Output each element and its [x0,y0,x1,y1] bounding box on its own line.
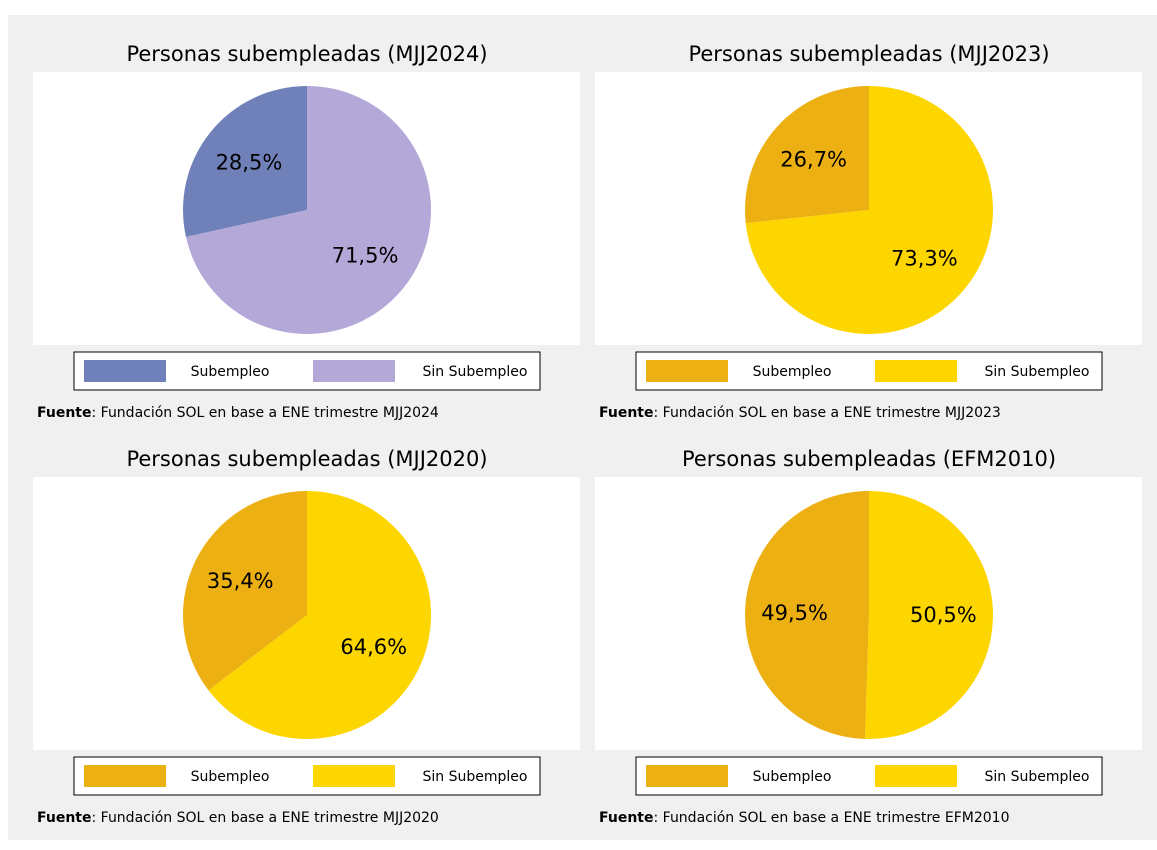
legend-swatch [313,360,395,382]
source-note: Fuente: Fundación SOL en base a ENE trim… [599,405,1001,421]
data-label: 50,5% [910,603,977,627]
pie-slice [183,86,307,238]
source-note: Fuente: Fundación SOL en base a ENE trim… [37,810,439,826]
legend-swatch [84,360,166,382]
source-label: Fuente [599,405,653,421]
legend-label: Subempleo [753,364,832,380]
source-text: : Fundación SOL en base a ENE trimestre … [91,810,438,826]
legend-label: Sin Subempleo [985,769,1090,785]
data-label: 49,5% [761,601,828,625]
legend-swatch [313,765,395,787]
legend-label: Subempleo [191,364,270,380]
legend-box [635,351,1103,391]
legend-label: Sin Subempleo [423,364,528,380]
pie-slice [744,491,869,739]
pie-slice [745,86,869,224]
legend-swatch [646,360,728,382]
legend-swatch [84,765,166,787]
legend-swatch [646,765,728,787]
source-text: : Fundación SOL en base a ENE trimestre … [91,405,438,421]
source-note: Fuente: Fundación SOL en base a ENE trim… [37,405,439,421]
data-label: 28,5% [216,150,283,174]
data-label: 64,6% [340,635,407,659]
chart-title: Personas subempleadas (EFM2010) [682,447,1056,471]
chart-title: Personas subempleadas (MJJ2024) [126,42,487,66]
legend-swatch [875,360,957,382]
legend-label: Subempleo [191,769,270,785]
chart-title: Personas subempleadas (MJJ2020) [126,447,487,471]
source-label: Fuente [37,810,91,826]
legend-label: Sin Subempleo [985,364,1090,380]
legend-label: Subempleo [753,769,832,785]
source-label: Fuente [599,810,653,826]
pie-slice [745,86,993,334]
pie-slice [183,491,307,691]
pie-slice [185,86,431,334]
source-label: Fuente [37,405,91,421]
source-text: : Fundación SOL en base a ENE trimestre … [653,810,1009,826]
data-label: 26,7% [780,147,847,171]
chart-title: Personas subempleadas (MJJ2023) [688,42,1049,66]
legend-label: Sin Subempleo [423,769,528,785]
pie-slice [865,491,993,739]
legend-swatch [875,765,957,787]
source-text: : Fundación SOL en base a ENE trimestre … [653,405,1000,421]
source-note: Fuente: Fundación SOL en base a ENE trim… [599,810,1009,826]
data-label: 71,5% [332,244,399,268]
pie-slice [208,491,432,739]
data-label: 35,4% [207,569,274,593]
data-label: 73,3% [891,247,958,271]
